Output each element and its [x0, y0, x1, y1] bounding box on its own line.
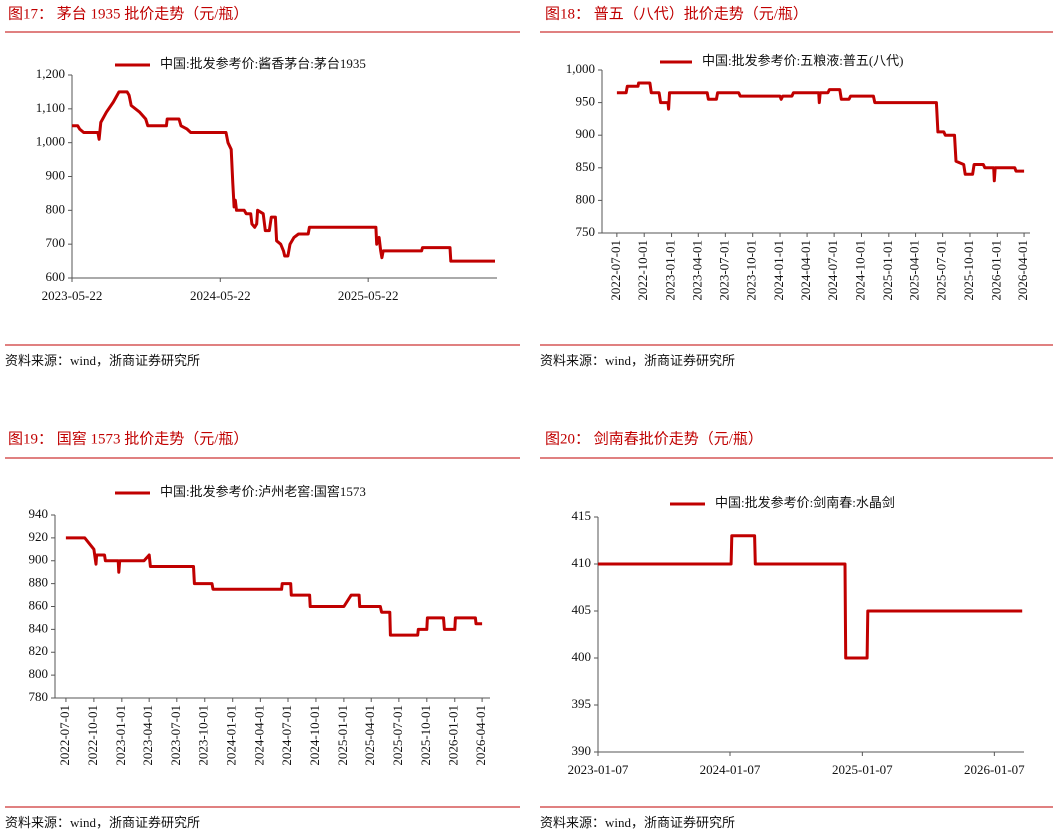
y-tick-label: 880 — [29, 575, 49, 590]
y-tick-label: 940 — [29, 506, 49, 521]
series-line — [598, 534, 1023, 660]
x-tick-label: 2024-10-01 — [307, 705, 322, 766]
x-tick-label: 2024-07-01 — [825, 240, 840, 301]
y-tick-label: 700 — [46, 235, 66, 250]
x-tick-label: 2024-01-07 — [700, 762, 761, 777]
x-tick-label: 2023-10-01 — [196, 705, 211, 766]
x-tick-label: 2025-01-07 — [832, 762, 893, 777]
x-tick-label: 2022-10-01 — [635, 240, 650, 301]
series-line — [65, 536, 483, 637]
y-tick-label: 410 — [572, 555, 592, 570]
x-tick-label: 2026-04-01 — [1015, 240, 1030, 301]
y-tick-label: 780 — [29, 689, 49, 704]
y-tick-label: 1,000 — [36, 134, 65, 149]
y-tick-label: 400 — [572, 649, 592, 664]
x-tick-label: 2025-04-01 — [362, 705, 377, 766]
y-tick-label: 850 — [576, 159, 596, 174]
y-tick-label: 415 — [572, 508, 592, 523]
x-tick-label: 2022-07-01 — [608, 240, 623, 301]
y-tick-label: 1,100 — [36, 100, 65, 115]
legend-label: 中国:批发参考价:酱香茅台:茅台1935 — [160, 56, 366, 71]
x-tick-label: 2023-10-01 — [744, 240, 759, 301]
x-tick-label: 2025-04-01 — [907, 240, 922, 301]
x-tick-label: 2025-01-01 — [880, 240, 895, 301]
source-note: 资料来源：wind，浙商证券研究所 — [5, 815, 200, 830]
x-tick-label: 2025-01-01 — [335, 705, 350, 766]
source-note: 资料来源：wind，浙商证券研究所 — [540, 815, 735, 830]
x-tick-label: 2026-01-01 — [446, 705, 461, 766]
series-line — [72, 90, 495, 263]
y-tick-label: 800 — [29, 666, 49, 681]
x-tick-label: 2023-07-01 — [168, 705, 183, 766]
figure-caption: 图19： 国窖 1573 批价走势（元/瓶） — [8, 429, 248, 447]
x-tick-label: 2023-04-01 — [140, 705, 155, 766]
figure-caption: 图18： 普五（八代）批价走势（元/瓶） — [545, 5, 808, 22]
x-tick-label: 2022-10-01 — [85, 705, 100, 766]
legend-label: 中国:批发参考价:泸州老窖:国窖1573 — [160, 484, 366, 499]
x-tick-label: 2023-01-07 — [568, 762, 629, 777]
x-tick-label: 2023-04-01 — [689, 240, 704, 301]
y-tick-label: 950 — [576, 94, 596, 109]
y-tick-label: 1,200 — [36, 66, 65, 81]
y-tick-label: 750 — [576, 224, 596, 239]
y-tick-label: 1,000 — [566, 61, 595, 76]
x-tick-label: 2024-05-22 — [190, 288, 251, 303]
x-tick-label: 2024-04-01 — [251, 705, 266, 766]
y-tick-label: 860 — [29, 597, 49, 612]
y-tick-label: 900 — [576, 126, 596, 141]
x-tick-label: 2023-01-01 — [113, 705, 128, 766]
y-tick-label: 900 — [29, 552, 49, 567]
x-tick-label: 2024-10-01 — [852, 240, 867, 301]
x-tick-label: 2024-01-01 — [771, 240, 786, 301]
x-tick-label: 2024-07-01 — [279, 705, 294, 766]
y-tick-label: 800 — [46, 201, 66, 216]
figure-caption: 图20： 剑南春批价走势（元/瓶） — [545, 430, 763, 447]
x-tick-label: 2025-10-01 — [961, 240, 976, 301]
x-tick-label: 2025-10-01 — [418, 705, 433, 766]
y-tick-label: 390 — [572, 743, 592, 758]
x-tick-label: 2024-04-01 — [798, 240, 813, 301]
y-tick-label: 800 — [576, 191, 596, 206]
x-tick-label: 2026-01-01 — [988, 240, 1003, 301]
legend-label: 中国:批发参考价:五粮液:普五(八代) — [702, 53, 904, 68]
source-note: 资料来源：wind，浙商证券研究所 — [540, 353, 735, 368]
x-tick-label: 2025-05-22 — [338, 288, 399, 303]
y-tick-label: 405 — [572, 602, 592, 617]
y-tick-label: 395 — [572, 696, 592, 711]
figure-caption: 图17： 茅台 1935 批价走势（元/瓶） — [8, 5, 248, 22]
y-tick-label: 920 — [29, 529, 49, 544]
x-tick-label: 2025-07-01 — [934, 240, 949, 301]
legend-label: 中国:批发参考价:剑南春:水晶剑 — [715, 495, 895, 510]
series-line — [616, 81, 1025, 183]
x-tick-label: 2023-05-22 — [42, 288, 103, 303]
y-tick-label: 900 — [46, 167, 66, 182]
y-tick-label: 820 — [29, 643, 49, 658]
x-tick-label: 2024-01-01 — [224, 705, 239, 766]
x-tick-label: 2026-01-07 — [964, 762, 1025, 777]
y-tick-label: 600 — [46, 269, 66, 284]
x-tick-label: 2025-07-01 — [390, 705, 405, 766]
y-tick-label: 840 — [29, 620, 49, 635]
x-tick-label: 2023-07-01 — [716, 240, 731, 301]
x-tick-label: 2023-01-01 — [663, 240, 678, 301]
x-tick-label: 2022-07-01 — [57, 705, 72, 766]
source-note: 资料来源：wind，浙商证券研究所 — [5, 353, 200, 368]
x-tick-label: 2026-04-01 — [473, 705, 488, 766]
